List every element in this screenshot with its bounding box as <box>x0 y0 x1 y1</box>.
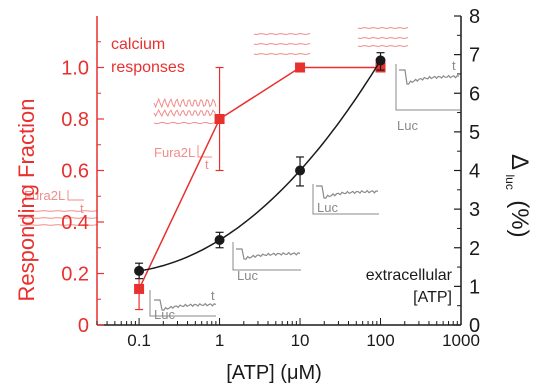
luc-trace-100 <box>399 69 460 85</box>
y-right-tick-label: 4 <box>469 161 480 183</box>
y-right-label-main: Δ <box>506 154 533 170</box>
fura-trace-100-a <box>357 27 409 29</box>
fura-trace-0.1-b <box>19 217 99 219</box>
luc-t-label-0.1: t <box>211 288 215 303</box>
luc-scale-bar-0.1 <box>149 290 216 317</box>
luc-trace-10 <box>316 185 379 199</box>
fura-trace-1-c <box>153 121 217 125</box>
data-point-circle <box>295 165 306 176</box>
luc-fit-curve <box>138 60 382 272</box>
fura-trace-0.1-a <box>19 210 99 212</box>
trace-insets: Fura2L t Fura2L t Luc t Luc Luc Luc t <box>19 27 460 322</box>
responding-fraction-line <box>138 66 381 290</box>
fura-trace-1-b <box>153 108 217 118</box>
fura-trace-100-b <box>357 37 409 39</box>
luc-scale-bar-100 <box>395 64 460 111</box>
luc-scale-bar-1 <box>232 242 301 271</box>
extracellular-atp-label-line2: [ATP] <box>413 289 452 306</box>
data-point-square <box>214 114 225 124</box>
fura-trace-10-b <box>253 43 311 45</box>
luc-trace-1 <box>236 248 301 260</box>
x-tick-label: 100 <box>366 331 394 350</box>
fura-trace-1-a <box>153 97 217 109</box>
y-right-axis-label: Δ luc (%) <box>502 154 533 238</box>
y-left-tick-label: 0.2 <box>61 264 89 286</box>
fura-trace-100-c <box>357 45 409 47</box>
y-right-tick-label: 1 <box>469 276 480 298</box>
luc-series <box>134 52 386 280</box>
y-left-tick-label: 0.4 <box>61 212 89 234</box>
responding-fraction-series <box>134 62 386 311</box>
y-right-tick-label: 0 <box>469 315 480 337</box>
fura-t-label-0.1: t <box>80 201 84 216</box>
y-right-tick-label: 3 <box>469 199 480 221</box>
fura-scale-bar-1 <box>197 145 212 158</box>
luc-label-10: Luc <box>317 200 338 215</box>
y-left-axis-label: Responding Fraction <box>14 98 39 301</box>
extracellular-atp-label-line1: extracellular <box>366 267 453 284</box>
chart-labels: Responding Fraction [ATP] (μM) Δ luc (%)… <box>14 36 533 384</box>
svg-text:Δ luc (%): Δ luc (%) <box>502 154 533 238</box>
fura-trace-10-a <box>253 33 311 35</box>
x-tick-label: 10 <box>291 331 310 350</box>
y-right-tick-label: 5 <box>469 122 480 144</box>
fura-t-label-1: t <box>205 157 209 172</box>
fura-scale-bar-0.1 <box>67 190 84 201</box>
x-axis-label: [ATP] (μM) <box>226 362 322 384</box>
luc-scale-bar-10 <box>312 184 379 215</box>
y-left-tick-label: 0 <box>78 315 89 337</box>
y-right-tick-label: 8 <box>469 6 480 28</box>
y-left-tick-label: 0.8 <box>61 109 89 131</box>
data-series <box>134 52 386 311</box>
luc-label-100: Luc <box>397 118 418 133</box>
y-right-tick-label: 7 <box>469 45 480 67</box>
x-tick-label: 1000 <box>442 331 480 350</box>
luc-t-label-100: t <box>452 58 456 73</box>
luc-label-1: Luc <box>237 268 258 283</box>
calcium-responses-label-line1: calcium <box>111 36 165 53</box>
data-point-circle <box>134 265 145 276</box>
data-point-square <box>134 283 145 294</box>
fura-trace-10-c <box>253 53 311 55</box>
y-right-label-unit: (%) <box>506 200 533 237</box>
y-right-label-sub: luc <box>503 174 517 189</box>
data-point-circle <box>214 235 225 246</box>
luc-label-0.1: Luc <box>154 307 175 322</box>
fura-label-0.1: Fura2L <box>24 188 65 203</box>
calcium-responses-label-line2: responses <box>111 59 185 76</box>
fura-label-1: Fura2L <box>154 145 195 160</box>
luc-trace-0.1 <box>154 299 217 311</box>
data-point-square <box>295 62 306 73</box>
y-left-tick-label: 1.0 <box>61 58 89 80</box>
x-tick-label: 0.1 <box>127 331 151 350</box>
y-left-tick-label: 0.6 <box>61 161 89 183</box>
y-right-tick-label: 2 <box>469 238 480 260</box>
y-right-tick-label: 6 <box>469 83 480 105</box>
x-tick-label: 1 <box>215 331 224 350</box>
data-point-circle <box>375 55 386 66</box>
fura-trace-0.1-c <box>19 224 99 226</box>
